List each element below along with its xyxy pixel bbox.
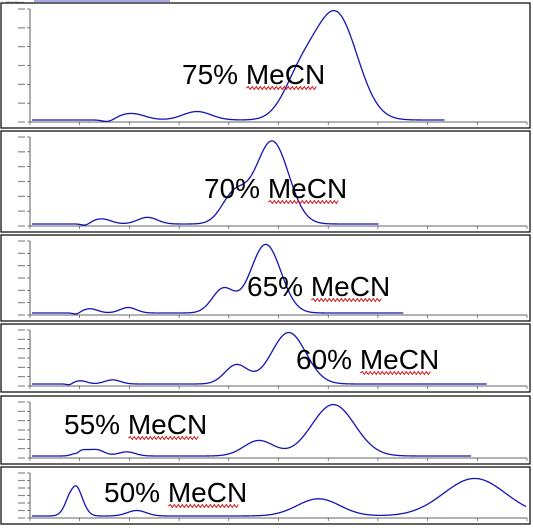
panel-frame — [0, 2, 531, 129]
panel-label: 70% MeCN — [204, 173, 347, 204]
panel-5: 55% MeCN — [0, 395, 531, 465]
panel-label: 60% MeCN — [296, 344, 439, 375]
panel-3: 65% MeCN — [0, 234, 531, 322]
panel-label: 65% MeCN — [247, 271, 390, 302]
spellcheck-underline — [168, 503, 239, 509]
chromatogram-trace — [32, 243, 404, 315]
panel-frame — [0, 130, 531, 233]
panel-6: 50% MeCN — [0, 466, 531, 525]
header-fragment: Absorbance — [6, 0, 24, 4]
spellcheck-underline — [311, 297, 382, 303]
chromatogram-trace — [32, 9, 445, 123]
panel-frame — [0, 466, 531, 525]
chromatogram-trace — [32, 140, 379, 226]
spellcheck-underline — [246, 85, 317, 91]
panel-1: 75% MeCN — [0, 2, 531, 129]
panel-4: 60% MeCN — [0, 323, 531, 393]
spellcheck-underline — [360, 370, 431, 376]
panel-frame — [0, 323, 531, 393]
spellcheck-underline — [128, 435, 199, 441]
chromatogram-trace — [32, 477, 527, 517]
chromatogram-trace — [32, 331, 487, 386]
panel-2: 70% MeCN — [0, 130, 531, 233]
chromatogram-trace — [32, 403, 472, 457]
panel-label: 75% MeCN — [182, 59, 325, 90]
spellcheck-underline — [268, 199, 339, 205]
panel-label: 55% MeCN — [64, 409, 207, 440]
panel-label: 50% MeCN — [104, 477, 247, 508]
panel-frame — [0, 234, 531, 322]
panel-frame — [0, 395, 531, 465]
